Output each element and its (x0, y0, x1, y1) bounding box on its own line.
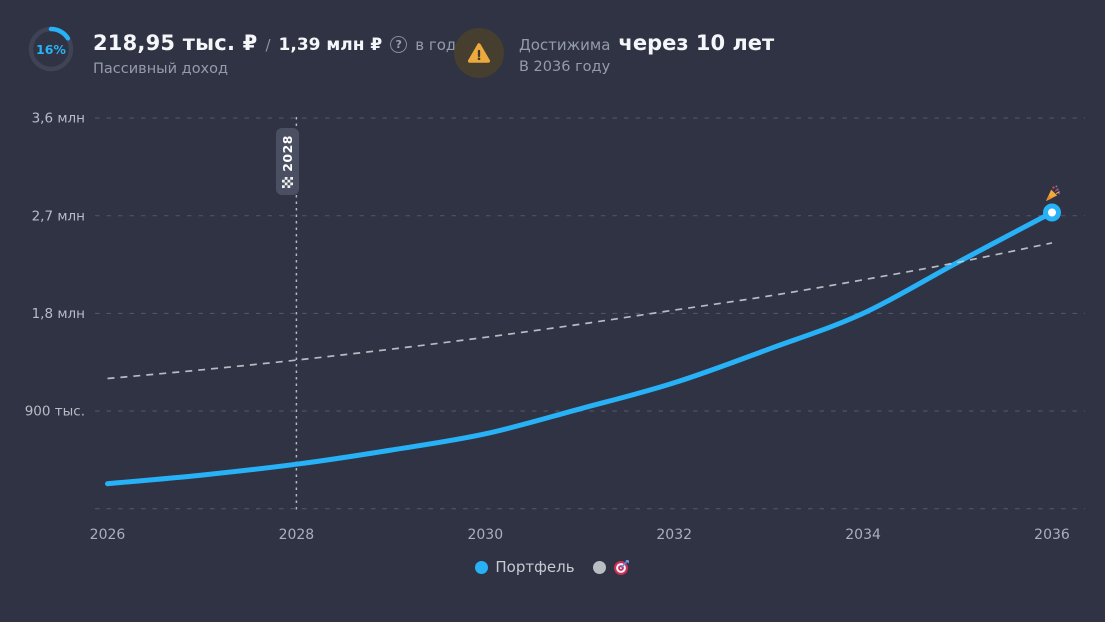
goal-status-subline: В 2036 году (519, 59, 611, 75)
x-axis-tick-label: 2036 (1034, 527, 1070, 543)
x-axis-tick-label: 2030 (467, 527, 503, 543)
goal-status-headline: через 10 лет (618, 31, 775, 55)
x-axis-tick-label: 2028 (279, 527, 315, 543)
x-axis-tick-label: 2026 (90, 527, 126, 543)
passive-income-current: 218,95 тыс. ₽ (93, 31, 258, 55)
milestone-year-label: 2028 (279, 135, 295, 172)
progress-ring-svg (28, 26, 74, 72)
progress-ring-arc (28, 26, 74, 72)
target-icon (613, 559, 629, 575)
milestone-flag-label: 2028 (275, 128, 299, 195)
goal-status-prefix: Достижима (519, 36, 611, 54)
slash-separator: / (265, 36, 271, 54)
legend-dot-goal (592, 560, 606, 574)
passive-income-target: 1,39 млн ₽ (278, 35, 383, 55)
passive-income-subtitle: Пассивный доход (93, 61, 229, 77)
warning-triangle-icon (467, 43, 491, 63)
checkered-flag-icon (281, 176, 293, 188)
party-popper-icon (1043, 185, 1061, 203)
goal-warning-badge (454, 28, 504, 78)
y-axis-tick-label: 3,6 млн (32, 111, 85, 127)
legend-item-portfolio[interactable]: Портфель (475, 558, 575, 576)
goal-status-header: Достижима через 10 лет В 2036 году (454, 28, 774, 78)
y-axis-tick-label: 900 тыс. (25, 404, 85, 420)
passive-income-header: 16% 218,95 тыс. ₽ / 1,39 млн ₽ ? в год П… (26, 24, 456, 77)
legend-dot-portfolio (475, 560, 489, 574)
series-line-portfolio[interactable] (105, 210, 1055, 487)
y-axis-tick-label: 2,7 млн (32, 208, 85, 224)
series-line-goal[interactable] (107, 242, 1053, 380)
help-icon[interactable]: ? (390, 35, 408, 53)
portfolio-end-marker[interactable] (1043, 203, 1061, 222)
legend-label-portfolio: Портфель (495, 558, 575, 576)
x-axis-tick-label: 2034 (845, 527, 881, 543)
progress-percent-label: 16% (36, 41, 66, 57)
legend-item-goal[interactable] (592, 559, 630, 576)
y-axis-tick-label: 1,8 млн (32, 306, 85, 322)
progress-ring: 16% (26, 24, 76, 74)
per-year-label: в год (415, 36, 457, 54)
x-axis-tick-label: 2032 (656, 527, 692, 543)
chart-legend: Портфель (0, 558, 1105, 576)
